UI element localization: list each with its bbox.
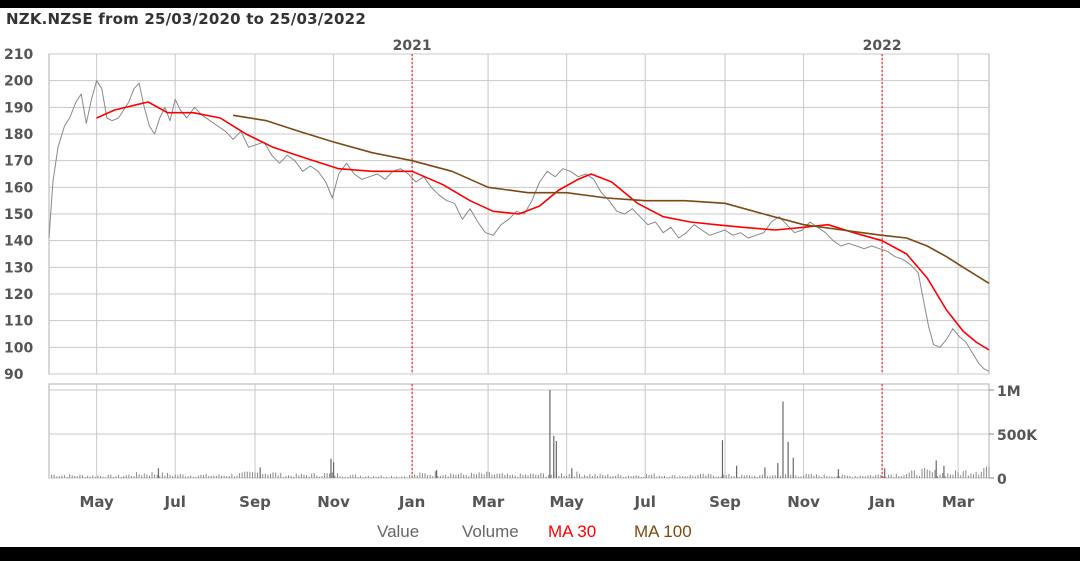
legend-volume: Volume <box>462 522 519 541</box>
volume-axis-ticks: 0 500K 1M <box>997 384 1038 488</box>
value-line <box>48 80 990 372</box>
month-tick-label: May <box>79 493 114 511</box>
stock-chart: 2021 2022 90 100 110 120 130 140 150 160 170 180 19… <box>4 38 1038 541</box>
month-axis-ticks: May Jul Sep Nov Jan Mar May Jul Sep Nov Jan Mar <box>79 493 974 511</box>
legend: Value Volume MA 30 MA 100 <box>377 522 692 541</box>
month-tick-label: Sep <box>709 493 741 511</box>
legend-ma100: MA 100 <box>634 522 692 541</box>
price-tick-label: 140 <box>4 234 33 250</box>
month-tick-label: Mar <box>942 493 975 511</box>
legend-value: Value <box>377 522 419 541</box>
month-tick-label: Jan <box>868 493 895 511</box>
price-tick-label: 200 <box>4 74 33 90</box>
month-tick-label: Sep <box>239 493 271 511</box>
price-tick-label: 100 <box>4 340 33 356</box>
month-tick-label: Nov <box>317 493 350 511</box>
price-axis-ticks: 90 100 110 120 130 140 150 160 170 180 190 200 210 <box>4 47 33 383</box>
price-tick-label: 180 <box>4 127 33 143</box>
price-tick-label: 190 <box>4 100 33 116</box>
ma100-line <box>232 114 990 284</box>
month-tick-label: Jan <box>398 493 425 511</box>
price-tick-label: 110 <box>4 314 33 330</box>
month-tick-label: May <box>549 493 584 511</box>
volume-tick-label: 1M <box>997 384 1021 400</box>
year-marker-label: 2021 <box>393 38 432 54</box>
year-marker-label: 2022 <box>863 38 902 54</box>
ma30-line <box>96 101 990 351</box>
price-tick-label: 170 <box>4 154 33 170</box>
month-tick-label: Jul <box>633 493 655 511</box>
month-tick-label: Nov <box>787 493 820 511</box>
price-tick-label: 160 <box>4 180 33 196</box>
price-tick-label: 130 <box>4 260 33 276</box>
price-tick-label: 120 <box>4 287 33 303</box>
volume-tick-label: 0 <box>997 472 1007 488</box>
chart-panel: NZK.NZSE from 25/03/2020 to 25/03/2022 2… <box>0 8 1080 547</box>
price-tick-label: 210 <box>4 47 33 63</box>
volume-plot-area <box>48 383 990 479</box>
year-markers: 2021 2022 <box>393 38 902 478</box>
volume-tick-label: 500K <box>997 428 1038 444</box>
legend-ma30: MA 30 <box>548 522 596 541</box>
chart-title: NZK.NZSE from 25/03/2020 to 25/03/2022 <box>6 10 366 28</box>
series-lines <box>48 80 990 372</box>
price-tick-label: 90 <box>4 367 24 383</box>
price-tick-label: 150 <box>4 207 33 223</box>
month-tick-label: Mar <box>472 493 505 511</box>
month-tick-label: Jul <box>163 493 185 511</box>
volume-bars <box>51 390 990 478</box>
